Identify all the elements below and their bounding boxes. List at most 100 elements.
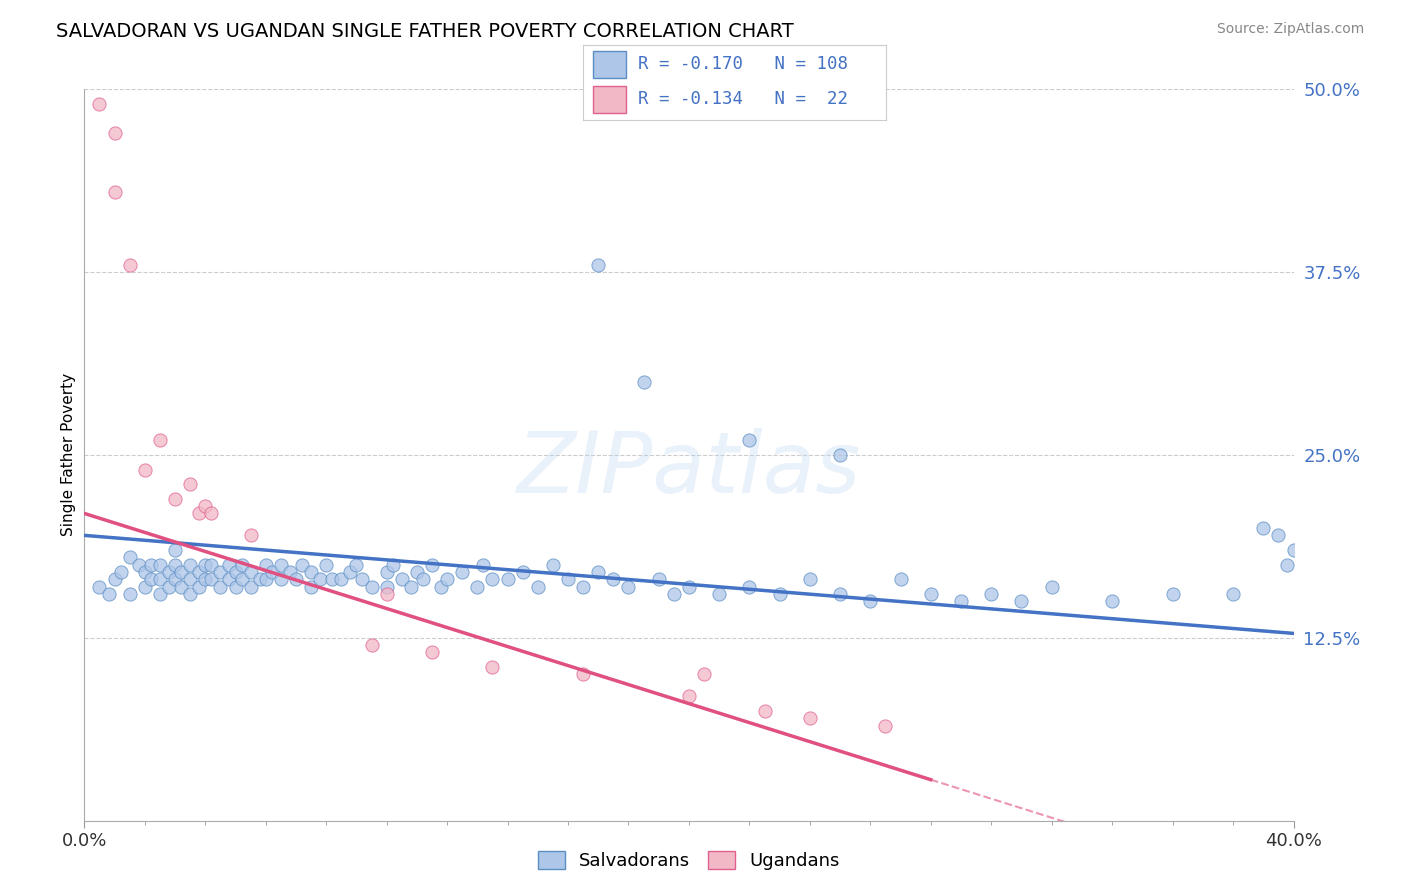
Point [218,558,240,572]
FancyBboxPatch shape [592,51,626,78]
Point [381,558,404,572]
Point [179,477,201,491]
Point [200,572,222,586]
Point [572,580,595,594]
Point [200,558,222,572]
Point [200,507,222,521]
Point [89,96,111,111]
Point [209,580,232,594]
Point [1040,580,1063,594]
Point [89,580,111,594]
Point [375,587,398,601]
Point [980,587,1002,601]
Point [330,572,353,586]
Point [149,558,172,572]
Point [239,580,262,594]
Point [134,462,156,476]
Point [134,580,156,594]
Point [572,667,595,681]
Text: SALVADORAN VS UGANDAN SINGLE FATHER POVERTY CORRELATION CHART: SALVADORAN VS UGANDAN SINGLE FATHER POVE… [56,22,794,41]
Point [360,638,382,652]
Point [165,543,187,558]
Point [260,565,283,579]
Point [188,580,211,594]
Point [118,587,141,601]
Point [254,558,277,572]
Point [451,565,474,579]
Point [249,572,271,586]
Point [633,375,655,389]
Point [617,580,640,594]
Point [270,572,292,586]
Text: Source: ZipAtlas.com: Source: ZipAtlas.com [1216,22,1364,37]
Point [285,572,308,586]
Point [678,690,700,704]
Point [588,258,610,272]
Y-axis label: Single Father Poverty: Single Father Poverty [60,374,76,536]
Point [399,580,422,594]
Point [157,565,180,579]
Point [430,580,453,594]
Point [231,558,253,572]
Point [315,558,337,572]
Point [339,565,361,579]
Point [291,558,314,572]
Point [1161,587,1184,601]
Point [481,572,503,586]
Point [157,580,180,594]
Point [391,572,413,586]
Point [769,587,792,601]
Point [693,667,716,681]
Point [799,711,821,725]
Legend: Salvadorans, Ugandans: Salvadorans, Ugandans [530,844,848,878]
Point [225,565,247,579]
Point [149,587,172,601]
Text: R = -0.170   N = 108: R = -0.170 N = 108 [638,55,848,73]
FancyBboxPatch shape [592,86,626,112]
Point [170,580,193,594]
Point [709,587,731,601]
Point [830,587,852,601]
Point [360,580,382,594]
Point [321,572,343,586]
Point [346,558,368,572]
Point [420,645,443,659]
Point [799,572,821,586]
Point [104,572,127,586]
Point [406,565,429,579]
Point [588,565,610,579]
Point [859,594,882,608]
Point [128,558,150,572]
Point [481,660,503,674]
Point [165,491,187,506]
Point [254,572,277,586]
Point [920,587,942,601]
Point [139,558,162,572]
Point [179,558,201,572]
Point [118,550,141,565]
Point [375,565,398,579]
Point [754,704,776,718]
Point [875,718,897,732]
Point [1101,594,1123,608]
Point [239,565,262,579]
Point [194,499,217,513]
Point [218,572,240,586]
Point [165,558,187,572]
Point [1222,587,1244,601]
Point [1282,543,1305,558]
Point [299,565,322,579]
Point [209,565,232,579]
Point [1253,521,1275,535]
Point [188,507,211,521]
Point [225,580,247,594]
Point [467,580,489,594]
Point [97,587,120,601]
Point [472,558,495,572]
Point [134,565,156,579]
Point [527,580,550,594]
Point [170,565,193,579]
Point [149,572,172,586]
Point [139,572,162,586]
Point [375,580,398,594]
